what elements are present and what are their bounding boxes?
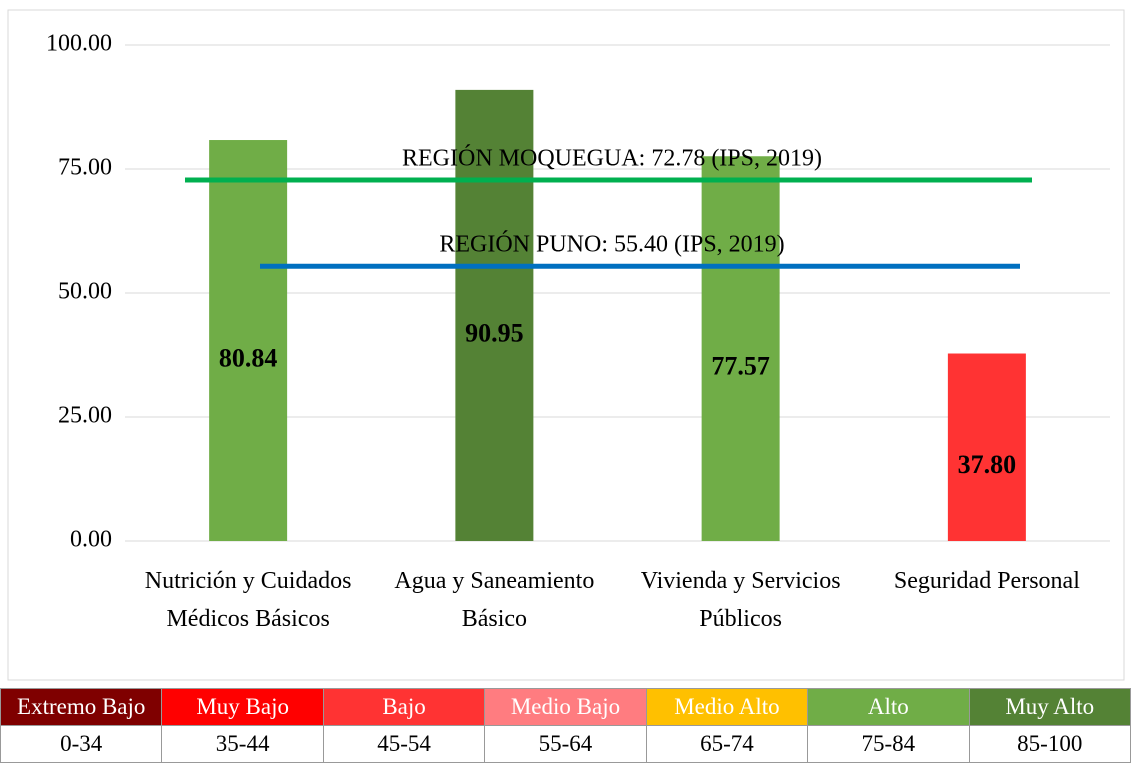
x-tick-label: Seguridad Personal (893, 568, 1080, 594)
level-range: 55-64 (484, 725, 647, 763)
level-label: Alto (807, 688, 970, 726)
y-tick-label: 50.00 (58, 279, 112, 305)
value-label: 77.57 (711, 352, 770, 381)
bar (701, 156, 780, 541)
bar (455, 89, 534, 541)
chart-border (7, 9, 1125, 681)
level-range: 45-54 (322, 725, 486, 763)
level-label: Extremo Bajo (0, 688, 163, 726)
x-tick-label: Agua y Saneamiento Básico (394, 568, 595, 632)
value-label: 80.84 (219, 343, 278, 372)
value-label: 37.80 (958, 450, 1017, 479)
legend-table: Extremo Bajo Muy Bajo Bajo Medio Bajo Medio … (0, 688, 1131, 763)
level-range: 75-84 (807, 725, 970, 763)
level-label: Bajo (322, 688, 486, 726)
y-tick-label: 25.00 (58, 403, 112, 429)
bar (209, 140, 288, 541)
reference-label: REGIÓN PUNO: 55.40 (IPS, 2019) (439, 231, 784, 258)
level-range: 35-44 (161, 725, 324, 763)
bar (947, 353, 1026, 541)
level-label: Medio Alto (645, 688, 809, 726)
level-label: Muy Bajo (161, 688, 324, 726)
reference-label: REGIÓN MOQUEGUA: 72.78 (IPS, 2019) (402, 145, 822, 172)
x-tick-label: Nutrición y Cuidados Médicos Básicos (144, 568, 352, 632)
y-tick-label: 100.00 (46, 31, 112, 57)
level-label: Muy Alto (968, 688, 1131, 726)
y-tick-label: 0.00 (70, 527, 112, 553)
level-range: 0-34 (0, 725, 163, 763)
x-tick-label: Vivienda y Servicios Públicos (640, 568, 841, 632)
chart: 0.00 25.00 50.00 75.00 100.00 80.84 90.95 77.57… (7, 9, 1125, 681)
level-range: 85-100 (968, 725, 1131, 763)
y-tick-label: 75.00 (58, 155, 112, 181)
level-label: Medio Bajo (484, 688, 647, 726)
value-label: 90.95 (465, 318, 524, 347)
level-range: 65-74 (645, 725, 809, 763)
